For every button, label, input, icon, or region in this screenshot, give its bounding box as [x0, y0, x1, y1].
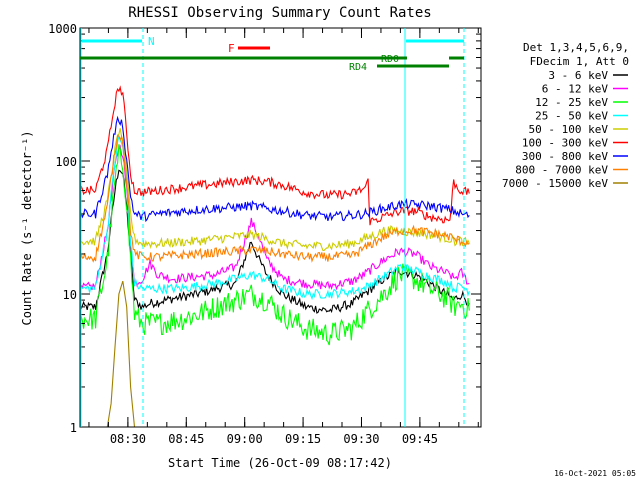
series-line	[80, 144, 470, 291]
flare-label: F	[228, 42, 235, 55]
series-line	[80, 128, 470, 252]
x-axis-label: Start Time (26-Oct-09 08:17:42)	[168, 456, 392, 470]
rd4-label: RD4	[349, 62, 367, 73]
y-axis-label: Count Rate (s⁻¹ detector⁻¹)	[20, 130, 34, 325]
legend-header: FDecim 1, Att 0	[530, 55, 629, 68]
legend-entry-label: 6 - 12 keV	[542, 83, 609, 96]
series-line	[80, 115, 470, 223]
legend-entry-label: 300 - 800 keV	[522, 150, 608, 163]
rd0-label: RD0	[381, 54, 399, 65]
legend-entry-label: 12 - 25 keV	[535, 96, 608, 109]
y-tick-label: 1000	[48, 22, 77, 36]
legend-entry-label: 7000 - 15000 keV	[502, 177, 608, 190]
x-tick-label: 09:30	[343, 432, 379, 446]
y-tick-label: 10	[63, 288, 77, 302]
x-tick-label: 09:45	[402, 432, 438, 446]
series-line	[80, 134, 470, 263]
y-tick-label: 1	[70, 421, 77, 435]
series-line	[80, 169, 470, 314]
plot-frame	[79, 27, 482, 428]
legend-entry-label: 3 - 6 keV	[548, 69, 608, 82]
legend-header: Det 1,3,4,5,6,9,	[523, 41, 629, 54]
x-tick-label: 09:00	[227, 432, 263, 446]
footer-timestamp: 16-Oct-2021 05:05	[554, 469, 636, 478]
night-label: N	[148, 35, 155, 48]
x-tick-label: 09:15	[285, 432, 321, 446]
legend-entry-label: 100 - 300 keV	[522, 137, 608, 150]
x-tick-label: 08:30	[110, 432, 146, 446]
series-line	[80, 85, 470, 226]
y-tick-label: 100	[55, 155, 77, 169]
series-line	[106, 280, 136, 427]
legend-entry-label: 800 - 7000 keV	[515, 164, 608, 177]
x-tick-label: 08:45	[168, 432, 204, 446]
series-line	[80, 133, 470, 301]
legend-entry-label: 25 - 50 keV	[535, 110, 608, 123]
plot-area	[80, 85, 470, 427]
chart-title: RHESSI Observing Summary Count Rates	[128, 5, 431, 21]
legend-entry-label: 50 - 100 keV	[529, 123, 609, 136]
